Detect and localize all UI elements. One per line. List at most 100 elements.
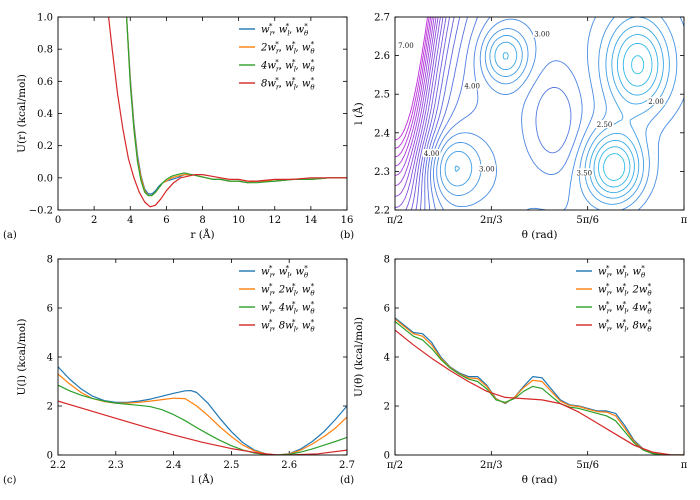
y-axis-label: U(θ) (kcal/mol): [353, 317, 365, 397]
x-axis-label: θ (rad): [522, 474, 558, 486]
y-tick-label: 8: [47, 255, 53, 266]
x-tick-label: 2.2: [50, 460, 66, 471]
y-tick-label: 2: [47, 402, 53, 413]
contour-level-line: [395, 17, 441, 208]
y-tick-label: 2.6: [374, 51, 390, 62]
y-tick-label: 2.5: [374, 90, 390, 101]
y-axis-label: l (Å): [351, 102, 365, 124]
x-tick-label: π/2: [387, 460, 403, 471]
contour-label-bg: [463, 81, 482, 90]
y-tick-label: 0.2: [37, 141, 53, 152]
y-axis-label: U(l) (kcal/mol): [16, 319, 28, 396]
x-tick-label: 2: [91, 215, 97, 226]
contour-level-line: [439, 17, 678, 210]
y-tick-label: 0.0: [37, 173, 53, 184]
legend-entry: wr*, wl*, wθ*: [261, 265, 309, 280]
y-tick-label: 4: [384, 353, 390, 364]
legend-entry: wr*, wl*, wθ*: [598, 265, 646, 280]
contour-level-line: [395, 17, 439, 197]
y-tick-label: 0.4: [37, 109, 53, 120]
y-tick-label: 1.0: [37, 13, 53, 24]
y-tick-label: 0: [47, 451, 53, 462]
legend-entry: wr*, wl*, 8wθ*: [598, 319, 652, 334]
x-tick-label: 2.3: [108, 460, 124, 471]
series-group: [58, 366, 347, 455]
panel-tag: (d): [340, 475, 354, 486]
x-tick-label: 14: [305, 215, 318, 226]
plot-frame: [394, 16, 685, 211]
contour-label-bg: [422, 149, 441, 158]
series-group: [395, 317, 684, 455]
contour-label: 7.00: [398, 42, 414, 50]
series-line-green: [395, 321, 684, 455]
y-tick-label: 0.6: [37, 77, 53, 88]
panel-tag: (c): [3, 475, 17, 486]
contour-level-line: [433, 17, 583, 210]
contour-label: 4.00: [464, 82, 480, 90]
legend-entry: wr*, wl*, 4wθ*: [598, 301, 652, 316]
contour-label-bg: [396, 40, 415, 49]
y-tick-label: 2: [384, 402, 390, 413]
x-tick-label: 0: [55, 215, 61, 226]
x-tick-label: π/2: [387, 215, 403, 226]
contour-label-bg: [575, 168, 594, 177]
contour-level-line: [502, 34, 659, 194]
x-tick-label: 2π/3: [480, 460, 503, 471]
contour-label-bg: [533, 29, 552, 38]
legend-entry: wr*, 2wl*, wθ*: [261, 283, 315, 298]
contour-lines: 3.00 4.00 2.00 2.50 4.00 3.00 3.50 7.00: [395, 17, 684, 210]
legend-entry: wr*, wl*, 2wθ*: [598, 283, 652, 298]
contour-level-line: [405, 17, 444, 210]
x-tick-label: 4: [127, 215, 133, 226]
contour-level-line: [395, 17, 433, 167]
panel-tag: (b): [340, 230, 354, 241]
y-tick-label: 4: [47, 353, 53, 364]
y-tick-label: 2.7: [374, 13, 390, 24]
contour-label: 3.50: [577, 169, 593, 177]
series-group: [108, 17, 347, 208]
plot-frame: [394, 258, 685, 456]
legend-entry: wr*, wl*, wθ*: [261, 23, 309, 38]
contour-level-line: [395, 17, 435, 177]
x-tick-label: 16: [341, 215, 354, 226]
x-axis-label: θ (rad): [522, 229, 558, 241]
contour-label: 3.00: [534, 30, 550, 38]
contour-level-line: [454, 25, 664, 199]
legend: wr*, wl*, wθ* wr*, 2wl*, wθ* wr*, 4wl*, wθ…: [239, 265, 315, 334]
x-tick-label: 12: [268, 215, 281, 226]
legend-entry: wr*, 4wl*, wθ*: [261, 301, 315, 316]
contour-level-line: [603, 55, 645, 182]
x-tick-label: 5π/6: [576, 215, 599, 226]
panel-d-line-chart: π/2 2π/3 5π/6 π 0 2 4 6 8 θ (rad) U(θ) (kcal/mol) (…: [340, 255, 688, 487]
legend: wr*, wl*, wθ* wr*, wl*, 2wθ* wr*, wl*, 4wθ…: [576, 265, 652, 334]
y-tick-label: 2.2: [374, 206, 390, 217]
series-line-red: [395, 329, 684, 455]
x-tick-label: 10: [232, 215, 245, 226]
series-line-blue: [395, 317, 684, 455]
contour-level-line: [424, 17, 461, 210]
contour-level-line: [430, 17, 572, 210]
plot-frame: [57, 16, 348, 211]
series-line-green: [126, 17, 347, 197]
series-line-orange: [395, 318, 684, 455]
contour-label: 2.50: [597, 121, 613, 129]
x-axis-label: l (Å): [191, 472, 213, 486]
x-tick-label: 8: [199, 215, 205, 226]
contour-level-line: [444, 17, 670, 205]
contour-level-line: [395, 17, 428, 141]
panel-b-contour-plot: π/2 2π/3 5π/6 π 2.2 2.3 2.4 2.5 2.6 2.7 θ (rad) l (…: [340, 13, 688, 242]
x-tick-label: 6: [163, 215, 169, 226]
series-line-green: [58, 384, 347, 455]
x-tick-label: 2π/3: [480, 215, 503, 226]
y-tick-label: 2.4: [374, 128, 390, 139]
contour-label-bg: [477, 164, 496, 173]
x-tick-label: π: [681, 215, 688, 226]
legend-entry: 8wr*, wl*, wθ*: [261, 77, 315, 92]
contour-level-line: [598, 42, 653, 188]
y-tick-label: −0.2: [29, 206, 53, 217]
x-tick-label: 5π/6: [576, 460, 599, 471]
legend-entry: wr*, 8wl*, wθ*: [261, 319, 315, 334]
y-tick-label: 6: [384, 304, 390, 315]
y-tick-label: 2.3: [374, 167, 390, 178]
y-tick-label: 0.8: [37, 45, 53, 56]
